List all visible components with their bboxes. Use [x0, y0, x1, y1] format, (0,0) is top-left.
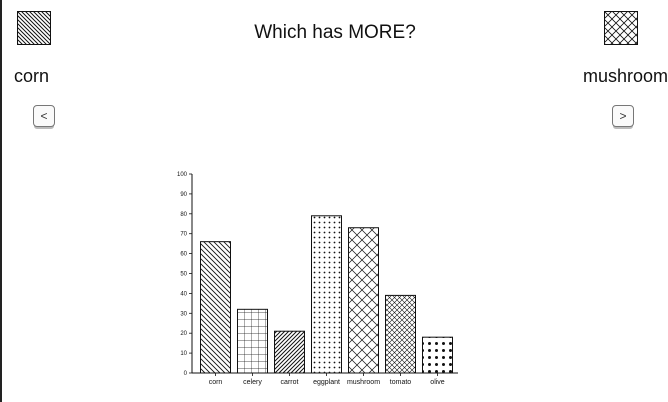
y-tick-label: 40 — [180, 291, 187, 297]
x-tick-label-corn: corn — [209, 379, 223, 386]
y-tick-label: 70 — [180, 232, 187, 238]
x-tick-label-mushroom: mushroom — [347, 379, 380, 386]
chevron-left-icon: < — [40, 109, 48, 123]
y-tick-label: 100 — [177, 172, 188, 178]
x-tick-label-tomato: tomato — [390, 379, 412, 386]
x-tick-label-eggplant: eggplant — [313, 379, 340, 386]
previous-button[interactable]: < — [33, 105, 55, 127]
y-tick-label: 90 — [180, 192, 187, 198]
y-tick-label: 30 — [180, 311, 187, 317]
bar-carrot — [274, 330, 305, 374]
next-button[interactable]: > — [612, 105, 634, 127]
crosshatch-pattern-icon — [604, 11, 638, 45]
y-tick-label: 80 — [180, 212, 187, 218]
bar-tomato — [385, 294, 416, 374]
y-tick-label: 10 — [180, 351, 187, 357]
bar-olive — [422, 336, 453, 374]
y-tick-label: 60 — [180, 252, 187, 258]
right-option-label: mushroom — [582, 66, 668, 86]
left-option-label: corn — [14, 66, 50, 86]
y-tick-label: 20 — [180, 331, 187, 337]
bar-celery — [237, 308, 268, 374]
chevron-right-icon: > — [619, 109, 627, 123]
bar-chart: 0 10 20 30 40 50 60 70 80 90 100 corn celery carrot eg… — [177, 172, 458, 386]
y-tick-label: 50 — [180, 272, 187, 278]
x-tick-label-celery: celery — [243, 379, 262, 386]
x-tick-label-carrot: carrot — [281, 379, 299, 386]
bar-corn — [200, 241, 231, 374]
x-tick-label-olive: olive — [430, 379, 445, 386]
diagonal-lines-pattern-icon — [17, 11, 51, 45]
bar-mushroom — [348, 227, 379, 374]
y-tick-label: 0 — [184, 371, 188, 377]
bar-eggplant — [311, 215, 342, 374]
question-title: Which has MORE? — [254, 22, 416, 43]
